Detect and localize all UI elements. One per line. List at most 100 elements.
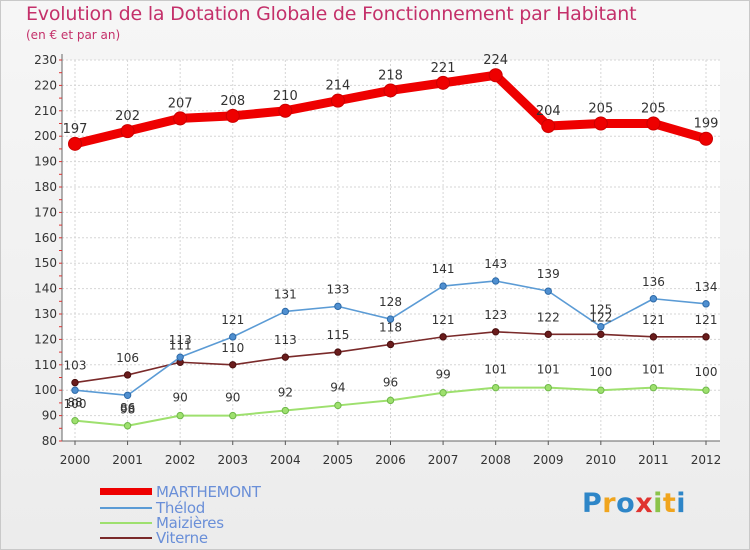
- data-label-viterne: 103: [64, 359, 87, 373]
- data-point-marthemont: [699, 131, 713, 146]
- data-label-marthemont: 207: [168, 96, 193, 111]
- data-point-viterne: [491, 328, 500, 336]
- chart-title: Evolution de la Dotation Globale de Fonc…: [26, 3, 637, 25]
- data-point-marthemont: [383, 83, 398, 98]
- data-label-marthemont: 221: [431, 61, 456, 76]
- data-point-maizieres: [649, 383, 658, 392]
- data-point-thelod: [597, 323, 605, 331]
- data-label-maizieres: 100: [695, 365, 718, 379]
- data-label-thelod: 143: [484, 257, 507, 271]
- logo-letter: P: [582, 488, 603, 519]
- x-tick-label: 2012: [691, 453, 722, 467]
- logo-letter: t: [662, 488, 677, 519]
- data-label-viterne: 122: [589, 310, 612, 324]
- data-point-thelod: [386, 315, 395, 323]
- data-point-viterne: [386, 340, 395, 349]
- y-tick-label: 220: [34, 78, 57, 92]
- data-point-viterne: [649, 333, 658, 341]
- data-label-viterne: 110: [221, 341, 244, 355]
- logo-letter: x: [635, 488, 654, 519]
- data-label-thelod: 113: [169, 333, 192, 347]
- legend-label-marthemont: MARTHEMONT: [156, 483, 261, 501]
- y-tick-label: 100: [34, 383, 57, 397]
- data-label-marthemont: 214: [326, 79, 351, 94]
- data-label-marthemont: 199: [694, 117, 719, 132]
- y-tick-label: 80: [42, 434, 57, 448]
- y-tick-label: 140: [34, 282, 57, 296]
- data-label-maizieres: 100: [589, 365, 612, 379]
- logo-letter: r: [602, 488, 617, 519]
- y-tick-label: 170: [34, 205, 57, 219]
- data-label-marthemont: 204: [536, 104, 561, 119]
- x-tick-label: 2010: [586, 453, 617, 467]
- data-label-thelod: 141: [432, 262, 455, 276]
- data-label-marthemont: 205: [641, 102, 666, 117]
- data-label-thelod: 98: [120, 402, 135, 416]
- legend-swatch-maizieres: [100, 522, 152, 524]
- legend-swatch-thelod: [100, 507, 152, 509]
- data-label-viterne: 121: [642, 313, 665, 327]
- x-tick-label: 2001: [112, 453, 143, 467]
- data-point-maizieres: [702, 386, 710, 394]
- y-tick-label: 200: [34, 129, 57, 143]
- data-label-maizieres: 88: [67, 396, 82, 410]
- data-point-thelod: [702, 300, 710, 308]
- proxiti-logo: Proxiti: [582, 488, 686, 519]
- legend-label-viterne: Viterne: [156, 529, 208, 547]
- x-tick-label: 2003: [217, 453, 248, 467]
- legend-swatch-marthemont: [100, 488, 152, 495]
- data-label-viterne: 121: [695, 313, 718, 327]
- data-point-viterne: [229, 361, 237, 369]
- x-tick-label: 2006: [375, 453, 406, 467]
- data-point-viterne: [702, 333, 710, 341]
- x-tick-label: 2008: [480, 453, 511, 467]
- data-point-maizieres: [544, 383, 552, 392]
- data-label-viterne: 121: [432, 313, 455, 327]
- data-point-thelod: [123, 391, 132, 399]
- data-label-maizieres: 90: [173, 391, 188, 405]
- data-point-marthemont: [225, 108, 240, 123]
- data-point-viterne: [123, 371, 132, 379]
- x-tick-label: 2009: [533, 453, 564, 467]
- data-label-maizieres: 96: [383, 375, 398, 389]
- data-label-viterne: 122: [537, 310, 560, 324]
- data-label-thelod: 100: [64, 397, 87, 411]
- x-tick-label: 2005: [323, 453, 354, 467]
- x-tick-label: 2000: [60, 453, 91, 467]
- data-point-maizieres: [597, 386, 605, 394]
- data-point-maizieres: [176, 411, 184, 420]
- legend-swatch-viterne: [100, 537, 152, 539]
- data-point-thelod: [71, 386, 79, 394]
- data-point-maizieres: [334, 401, 342, 410]
- data-label-thelod: 128: [379, 295, 402, 309]
- y-tick-label: 160: [34, 231, 57, 245]
- y-tick-label: 230: [34, 53, 57, 67]
- data-label-viterne: 111: [169, 338, 192, 352]
- data-label-maizieres: 86: [120, 401, 135, 415]
- y-tick-label: 90: [42, 409, 57, 423]
- data-point-maizieres: [229, 411, 237, 420]
- data-label-viterne: 115: [326, 328, 349, 342]
- data-label-viterne: 113: [274, 333, 297, 347]
- data-point-maizieres: [281, 406, 290, 415]
- y-tick-label: 150: [34, 256, 57, 270]
- chart-subtitle: (en € et par an): [26, 28, 121, 42]
- data-label-marthemont: 218: [378, 68, 403, 83]
- data-label-viterne: 106: [116, 351, 139, 365]
- data-point-marthemont: [488, 68, 503, 83]
- data-point-thelod: [649, 295, 658, 303]
- data-point-viterne: [334, 348, 342, 356]
- data-label-maizieres: 92: [278, 386, 293, 400]
- data-point-maizieres: [439, 389, 447, 397]
- data-label-viterne: 123: [484, 308, 507, 322]
- data-point-maizieres: [71, 416, 79, 425]
- data-label-thelod: 131: [274, 287, 297, 301]
- data-point-maizieres: [491, 383, 500, 392]
- data-label-thelod: 133: [326, 282, 349, 296]
- data-point-thelod: [176, 353, 184, 361]
- data-point-maizieres: [386, 396, 395, 405]
- x-tick-label: 2002: [165, 453, 196, 467]
- data-label-thelod: 139: [537, 267, 560, 281]
- data-point-thelod: [229, 333, 237, 341]
- data-label-marthemont: 210: [273, 89, 298, 104]
